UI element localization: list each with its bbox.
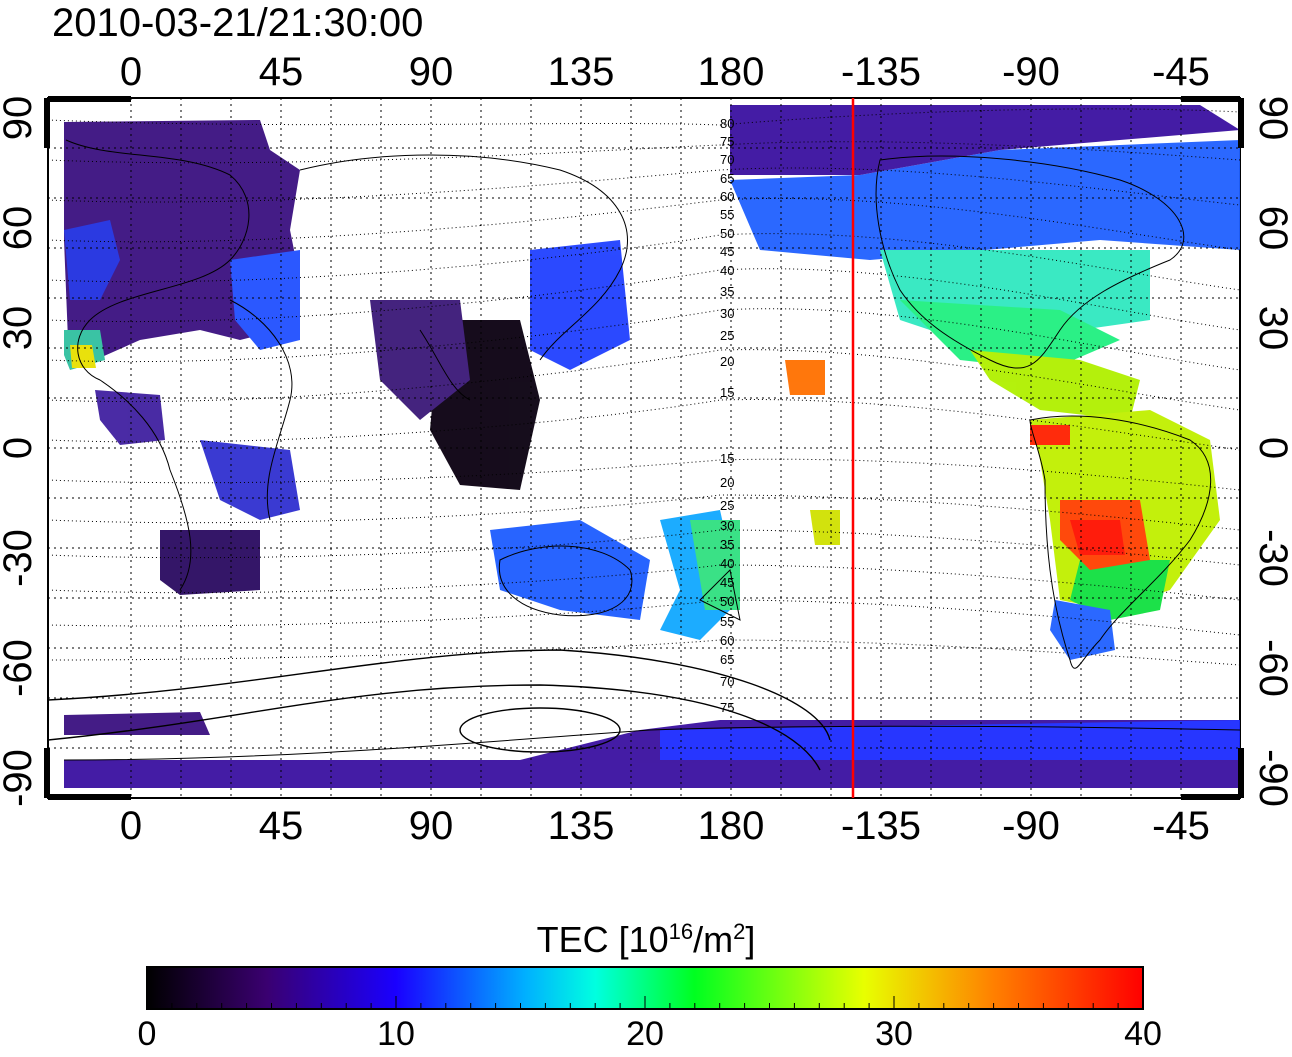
contour-label: 35 — [720, 284, 734, 299]
auroral-contours — [48, 649, 831, 771]
contour-label: 45 — [720, 244, 734, 259]
colorbar-tick: 30 — [875, 1015, 913, 1053]
tec-patch-iberia-hot — [70, 345, 96, 368]
contour-label: 25 — [720, 498, 734, 513]
colorbar-tick: 40 — [1124, 1015, 1162, 1053]
colorbar-label: TEC [1016/m2] — [0, 912, 1292, 960]
tec-patch-sa-green — [1070, 560, 1170, 620]
top-lon-label: 0 — [119, 50, 143, 94]
top-lon-label: -45 — [1152, 50, 1210, 94]
right-lat-label: -30 — [1251, 529, 1292, 587]
tec-patch-balkans — [230, 250, 300, 350]
left-lat-label: 0 — [0, 436, 40, 460]
tec-patch-hawaii — [785, 360, 825, 395]
bottom-lon-label: -135 — [840, 804, 922, 848]
contour-label: 40 — [720, 263, 734, 278]
bottom-lon-label: 45 — [258, 804, 304, 848]
tec-patch-australia — [490, 520, 650, 620]
colorbar-label-unit: /m — [693, 919, 734, 960]
bottom-lon-label: 180 — [697, 804, 765, 848]
colorbar-minor-ticks — [171, 996, 1119, 1009]
contour-label: 65 — [720, 171, 734, 186]
map-border-ticks — [44, 96, 1244, 800]
contour-label: 55 — [720, 614, 734, 629]
contour-label: 45 — [720, 575, 734, 590]
tec-patch-south-africa — [160, 530, 260, 595]
contour-label: 25 — [720, 328, 734, 343]
contour-label: 20 — [720, 354, 734, 369]
tec-patch-antarctica-strip — [64, 712, 210, 735]
top-lon-label: 45 — [258, 50, 304, 94]
tec-patch-arctic-na — [730, 105, 1240, 175]
contour-label: 65 — [720, 652, 734, 667]
contour-label: 15 — [720, 385, 734, 400]
contour-label: 30 — [720, 518, 734, 533]
contour-label: 60 — [720, 189, 734, 204]
contour-label: 80 — [720, 116, 734, 131]
contour-label: 50 — [720, 226, 734, 241]
contour-label: 75 — [720, 134, 734, 149]
contour-label: 60 — [720, 633, 734, 648]
bottom-lon-label: 90 — [408, 804, 454, 848]
graticule — [48, 98, 1240, 798]
tec-patch-india — [370, 300, 470, 420]
contour-label: 20 — [720, 475, 734, 490]
tec-patch-europe-west — [64, 220, 120, 300]
tec-patch-patagonia — [1050, 600, 1115, 660]
top-lon-label: 90 — [408, 50, 454, 94]
tec-patch-africa-west — [200, 440, 300, 520]
contour-label: 15 — [720, 451, 734, 466]
right-lat-label: -90 — [1251, 749, 1292, 807]
colorbar-label-exponent: 16 — [668, 919, 694, 944]
colorbar-tick: 10 — [377, 1015, 415, 1053]
tec-map: 80 75 70 65 60 55 50 45 40 35 30 25 20 15 15 20 25 30 35 40… — [44, 96, 1244, 800]
tec-patch-sa-red — [1070, 520, 1125, 555]
colorbar-label-end: ] — [745, 919, 756, 960]
tec-patch-sa-north-red — [1030, 425, 1070, 445]
contour-label: 30 — [720, 306, 734, 321]
top-lon-label: 135 — [547, 50, 615, 94]
contour-label: 50 — [720, 594, 734, 609]
contour-labels: 80 75 70 65 60 55 50 45 40 35 30 25 20 15 15 20 25 30 35 40… — [720, 116, 734, 715]
map-title: 2010-03-21/21:30:00 — [52, 1, 424, 45]
contour-label: 70 — [720, 674, 734, 689]
contour-label: 35 — [720, 537, 734, 552]
colorbar-tick: 0 — [137, 1015, 157, 1053]
contour-label: 55 — [720, 207, 734, 222]
right-lat-label: -60 — [1251, 639, 1292, 697]
tec-patch-africa-north — [95, 390, 165, 445]
right-lat-label: 30 — [1251, 305, 1292, 351]
tec-patch-usa-south — [900, 300, 1120, 370]
tec-patch-pacific — [810, 510, 840, 545]
contour-label: 70 — [720, 152, 734, 167]
tec-patch-nz-hot — [690, 520, 740, 610]
coastlines — [63, 139, 1240, 761]
left-lat-label: -60 — [0, 639, 40, 697]
left-lat-label: -90 — [0, 749, 40, 807]
left-lat-label: 90 — [0, 95, 40, 141]
top-lon-label: 180 — [697, 50, 765, 94]
magnetic-contours — [48, 108, 1240, 666]
contour-label: 40 — [720, 556, 734, 571]
left-lat-label: 30 — [0, 305, 40, 351]
bottom-lon-label: -90 — [1002, 804, 1060, 848]
right-lat-label: 90 — [1251, 95, 1292, 141]
tec-patch-china — [530, 240, 630, 370]
top-lon-label: -90 — [1002, 50, 1060, 94]
bottom-lon-label: 135 — [547, 804, 615, 848]
colorbar-label-main: TEC [10 — [536, 919, 669, 960]
contour-label: 75 — [720, 700, 734, 715]
right-lat-label: 0 — [1251, 436, 1292, 460]
top-lon-label: -135 — [840, 50, 922, 94]
left-lat-label: -30 — [0, 529, 40, 587]
colorbar — [146, 966, 1144, 1010]
colorbar-tick: 20 — [626, 1015, 664, 1053]
bottom-lon-label: 0 — [119, 804, 143, 848]
colorbar-label-exponent2: 2 — [733, 919, 746, 944]
bottom-lon-label: -45 — [1152, 804, 1210, 848]
